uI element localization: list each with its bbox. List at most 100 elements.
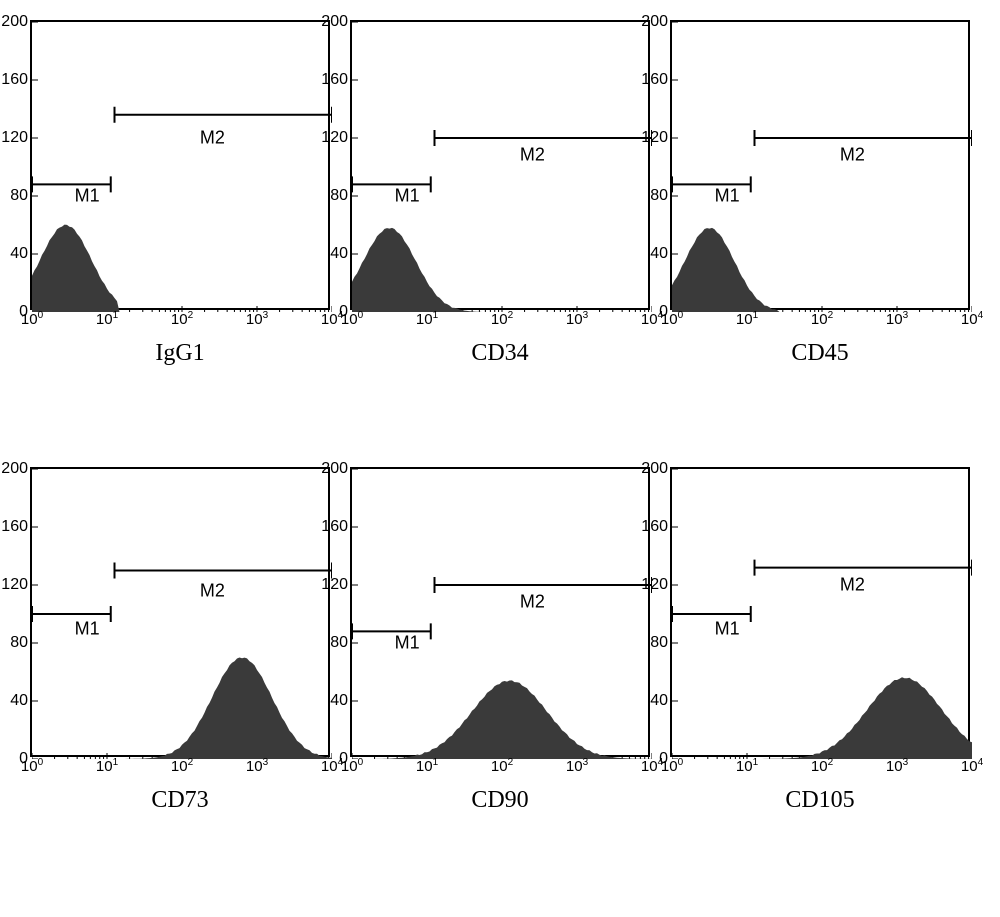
marker-m1-label: M1 [715,618,740,639]
ytick-label: 200 [321,13,348,31]
xtick-label: 101 [736,310,758,328]
xtick-label: 102 [491,310,513,328]
ytick-label: 120 [321,576,348,594]
histogram-grid: 04080120160200100101102103104M1M2 IgG1 040… [20,20,980,814]
xtick-label: 101 [416,310,438,328]
ytick-label: 120 [641,576,668,594]
marker-m2-label: M2 [200,128,225,149]
ytick-label: 200 [1,13,28,31]
xtick-label: 102 [811,310,833,328]
ytick-label: 200 [641,460,668,478]
xtick-label: 104 [961,310,983,328]
ytick-label: 80 [330,634,348,652]
ytick-label: 80 [650,187,668,205]
ytick-label: 200 [641,13,668,31]
marker-m2-label: M2 [520,145,545,166]
ytick-label: 40 [650,245,668,263]
ytick-label: 40 [650,692,668,710]
panel-igg1: 04080120160200100101102103104M1M2IgG1 [25,20,335,367]
marker-m1-label: M1 [75,618,100,639]
plot-area: 04080120160200100101102103104M1M2 [350,467,650,757]
ytick-label: 120 [1,129,28,147]
ytick-label: 120 [641,129,668,147]
panel-title: CD90 [471,787,528,814]
marker-m2 [435,130,653,146]
marker-m1-label: M1 [395,186,420,207]
histogram-area [32,225,332,312]
plot-area: 04080120160200100101102103104M1M2 [30,467,330,757]
plot-svg [672,22,972,312]
ytick-label: 40 [330,692,348,710]
panel-title: CD45 [791,340,848,367]
panel-cd73: 04080120160200100101102103104M1M2CD73 [25,467,335,814]
ytick-label: 40 [10,692,28,710]
panel-cd90: 04080120160200100101102103104M1M2CD90 [345,467,655,814]
marker-m2 [115,563,333,579]
xtick-label: 101 [96,310,118,328]
ytick-label: 40 [10,245,28,263]
xtick-label: 100 [341,757,363,775]
marker-m2 [755,130,973,146]
plot-svg [352,22,652,312]
panel-cd45: 04080120160200100101102103104M1M2 CD45 [665,20,975,367]
marker-m2-label: M2 [200,580,225,601]
ytick-label: 120 [1,576,28,594]
marker-m2 [755,560,973,576]
panel-title: CD73 [151,787,208,814]
ytick-label: 200 [321,460,348,478]
xtick-label: 101 [96,757,118,775]
xtick-label: 104 [961,757,983,775]
panel-title: IgG1 [155,340,204,367]
xtick-label: 103 [566,757,588,775]
plot-svg [672,469,972,759]
ytick-label: 120 [321,129,348,147]
ytick-label: 160 [1,71,28,89]
histogram-area [352,228,652,312]
marker-m2 [435,577,653,593]
xtick-label: 103 [886,310,908,328]
plot-area: 04080120160200100101102103104M1M2 [350,20,650,310]
histogram-area [672,228,972,312]
xtick-label: 100 [661,757,683,775]
panel-title: CD105 [785,787,854,814]
xtick-label: 102 [491,757,513,775]
marker-m2-label: M2 [520,592,545,613]
ytick-label: 40 [330,245,348,263]
xtick-label: 103 [886,757,908,775]
plot-area: 04080120160200100101102103104M1M2 [30,20,330,310]
ytick-label: 160 [641,71,668,89]
xtick-label: 103 [246,757,268,775]
histogram-area [352,680,652,759]
xtick-label: 100 [661,310,683,328]
ytick-label: 160 [641,518,668,536]
plot-svg [32,469,332,759]
ytick-label: 160 [321,518,348,536]
xtick-label: 100 [341,310,363,328]
xtick-label: 100 [21,757,43,775]
plot-svg [32,22,332,312]
xtick-label: 101 [736,757,758,775]
xtick-label: 102 [811,757,833,775]
ytick-label: 80 [10,187,28,205]
plot-area: 04080120160200100101102103104M1M2 [670,467,970,757]
marker-m1-label: M1 [715,186,740,207]
xtick-label: 102 [171,757,193,775]
panel-cd34: 04080120160200100101102103104M1M2CD34 [345,20,655,367]
xtick-label: 103 [566,310,588,328]
ytick-label: 160 [321,71,348,89]
ytick-label: 160 [1,518,28,536]
xtick-label: 103 [246,310,268,328]
marker-m1-label: M1 [395,633,420,654]
ytick-label: 80 [330,187,348,205]
xtick-label: 100 [21,310,43,328]
xtick-label: 102 [171,310,193,328]
marker-m1-label: M1 [75,186,100,207]
ytick-label: 80 [650,634,668,652]
marker-m2 [115,107,333,123]
ytick-label: 80 [10,634,28,652]
plot-area: 04080120160200100101102103104M1M2 [670,20,970,310]
panel-title: CD34 [471,340,528,367]
marker-m2-label: M2 [840,575,865,596]
ytick-label: 200 [1,460,28,478]
histogram-area [672,677,972,759]
